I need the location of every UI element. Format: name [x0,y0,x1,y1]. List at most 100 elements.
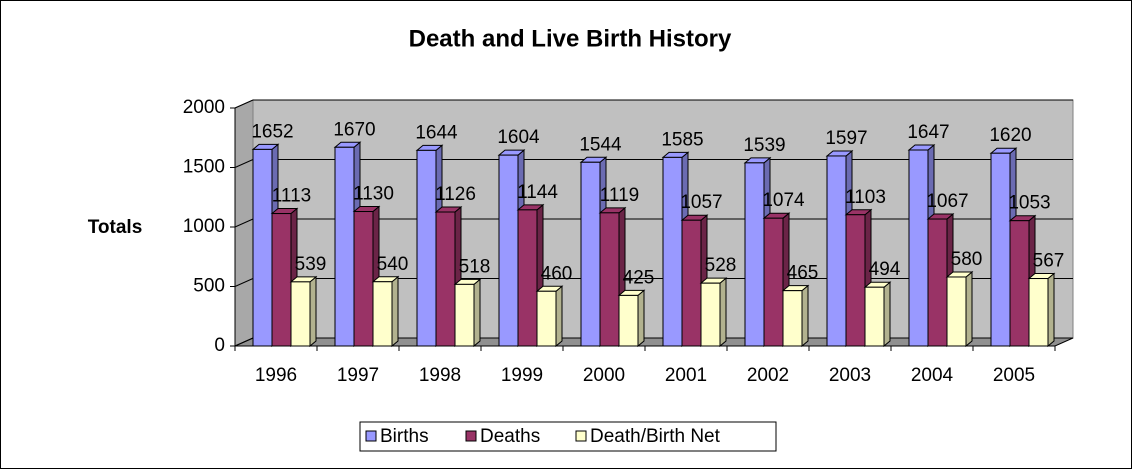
bar [826,155,847,347]
bar [517,209,538,347]
data-label: 518 [459,256,491,277]
data-label: 1103 [845,187,886,208]
x-tick-label: 2002 [747,365,789,386]
x-tick-label: 2005 [993,365,1035,386]
bar [271,213,292,347]
grid-line [234,159,254,168]
data-label: 1620 [989,125,1031,146]
grid-line [234,218,254,228]
data-label: 580 [951,249,983,270]
bar [1028,278,1049,347]
y-tick-label: 1000 [183,216,225,237]
data-label: 1074 [762,190,805,211]
bar [681,219,702,347]
bar [845,214,866,347]
y-tick-label: 1500 [183,157,225,178]
data-label: 425 [623,267,655,288]
bar [353,211,374,347]
bar [908,149,929,347]
data-label: 1130 [353,184,394,205]
x-tick-label: 1998 [419,365,461,386]
data-label: 465 [787,263,819,284]
x-tick-label: 1999 [501,365,543,386]
data-label: 1053 [1008,193,1050,214]
bar [864,286,885,347]
x-tick-label: 1996 [255,365,297,386]
bar-side [309,275,317,348]
legend-swatch [465,430,477,442]
bar [536,290,557,347]
bar [372,281,393,347]
data-label: 539 [295,254,327,275]
bar [700,282,721,347]
bar-side [555,285,563,348]
bar [927,218,948,347]
bar [252,148,273,347]
bar [618,294,639,347]
data-label: 1652 [251,121,293,142]
x-tick-label: 2001 [665,365,707,386]
bar [662,156,683,347]
data-label: 1144 [517,182,558,203]
legend-swatch [575,430,587,442]
x-tick-label: 1997 [337,365,379,386]
data-label: 460 [541,263,573,284]
bar [498,154,519,347]
bar [1009,220,1030,347]
bar-side [637,289,645,348]
grid-line [234,278,254,287]
data-label: 1119 [600,185,639,206]
bar-side [1047,272,1055,348]
legend-box [359,421,777,452]
bar [946,276,967,347]
data-label: 494 [869,259,901,280]
x-tick-label: 2003 [829,365,871,386]
data-label: 1670 [333,119,375,140]
bar-side [965,270,973,348]
data-label: 1067 [926,191,968,212]
y-tick-label: 0 [214,335,225,356]
y-axis-label: Totals [88,217,143,238]
data-label: 1585 [661,129,703,150]
bar-side [473,278,481,348]
data-label: 1604 [497,127,540,148]
data-label: 1644 [415,122,458,143]
data-label: 1057 [680,192,722,213]
y-tick-label: 500 [193,276,225,297]
bar-side [391,275,399,348]
legend-label: Deaths [480,426,540,447]
grid-line [234,337,254,347]
legend-swatch [365,430,377,442]
bar [990,152,1011,347]
bar [435,211,456,347]
legend-label: Death/Birth Net [590,426,721,447]
grid-line [234,99,254,109]
x-tick-label: 2000 [583,365,625,386]
data-label: 1544 [579,134,622,155]
chart-title: Death and Live Birth History [409,25,732,52]
bar [454,283,475,347]
bar [580,161,601,347]
bar [782,290,803,347]
y-tick-label: 2000 [183,97,225,118]
bar-side [719,277,727,348]
data-label: 528 [705,255,737,276]
data-label: 540 [377,254,409,275]
bar [290,281,311,347]
bar [416,149,437,347]
x-tick-label: 2004 [911,365,954,386]
bar [744,162,765,347]
bar [763,217,784,347]
data-label: 1539 [743,135,785,156]
data-label: 1597 [825,128,867,149]
legend-label: Births [380,426,429,447]
bar-side [883,281,891,348]
data-label: 567 [1033,251,1065,272]
data-label: 1647 [907,122,949,143]
bar-side [801,284,809,348]
bar [599,212,620,347]
data-label: 1113 [272,186,311,207]
bar [334,146,355,347]
